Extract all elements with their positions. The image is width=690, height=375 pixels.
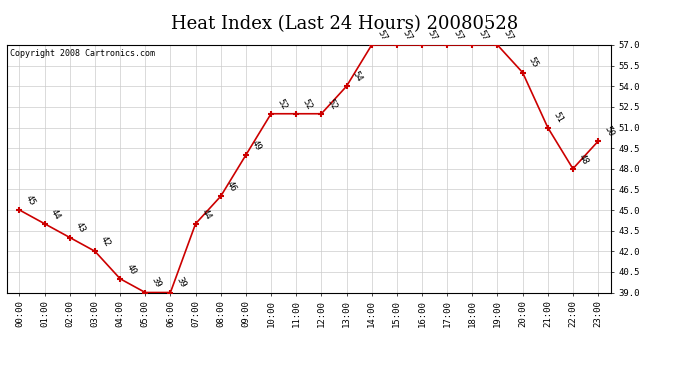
Text: 49: 49 (250, 138, 263, 152)
Text: 57: 57 (477, 28, 490, 42)
Text: 44: 44 (199, 207, 213, 221)
Text: 46: 46 (225, 180, 238, 194)
Text: 39: 39 (150, 276, 163, 290)
Text: 57: 57 (376, 28, 389, 42)
Text: Copyright 2008 Cartronics.com: Copyright 2008 Cartronics.com (10, 49, 155, 58)
Text: 57: 57 (451, 28, 464, 42)
Text: 52: 52 (275, 97, 288, 111)
Text: 52: 52 (300, 97, 313, 111)
Text: 51: 51 (552, 111, 565, 125)
Text: 44: 44 (49, 207, 62, 221)
Text: 54: 54 (351, 70, 364, 84)
Text: 42: 42 (99, 235, 112, 249)
Text: 57: 57 (502, 28, 515, 42)
Text: 50: 50 (602, 124, 615, 138)
Text: 57: 57 (401, 28, 414, 42)
Text: 57: 57 (426, 28, 440, 42)
Text: 40: 40 (124, 262, 137, 276)
Text: 45: 45 (23, 194, 37, 207)
Text: Heat Index (Last 24 Hours) 20080528: Heat Index (Last 24 Hours) 20080528 (171, 15, 519, 33)
Text: 48: 48 (577, 152, 590, 166)
Text: 55: 55 (526, 56, 540, 70)
Text: 39: 39 (175, 276, 188, 290)
Text: 43: 43 (74, 221, 87, 235)
Text: 52: 52 (326, 97, 339, 111)
